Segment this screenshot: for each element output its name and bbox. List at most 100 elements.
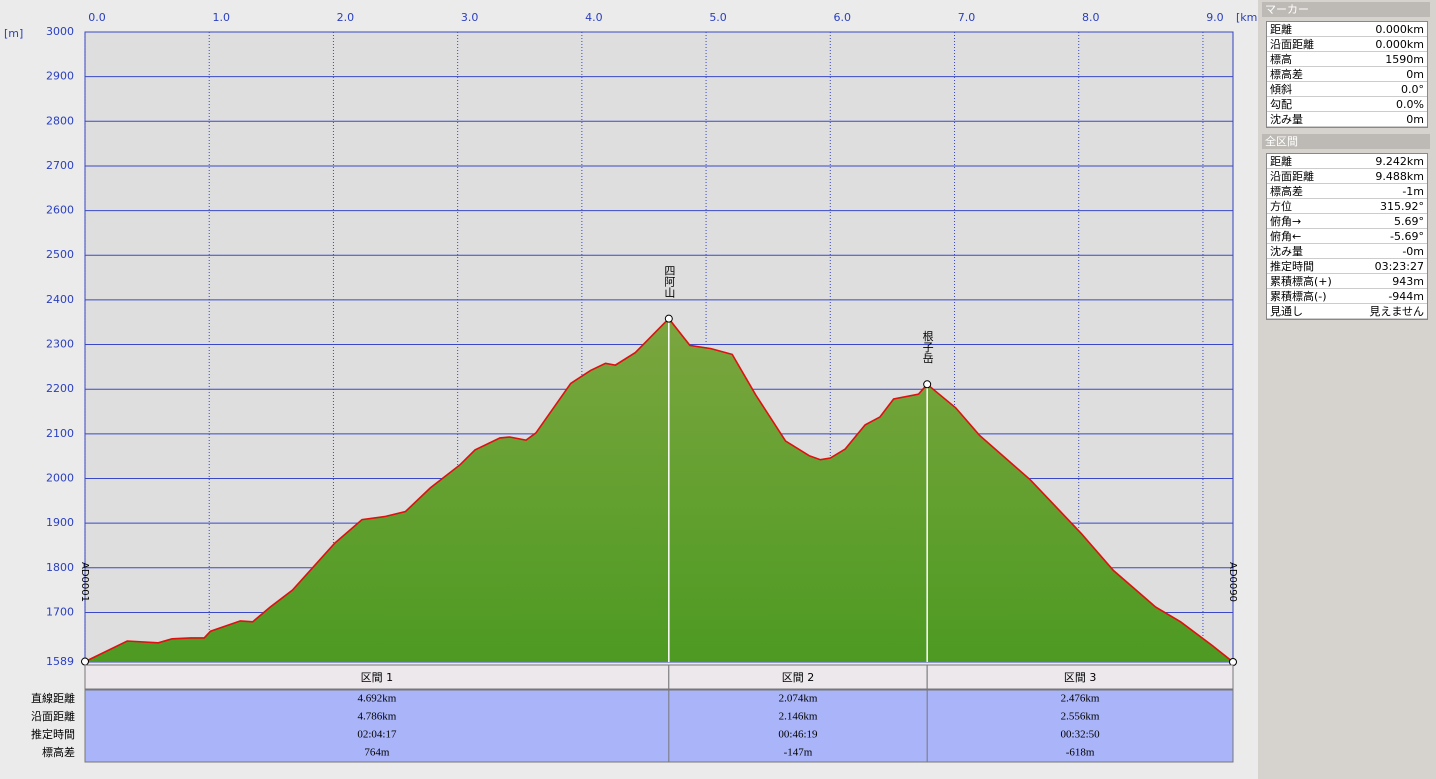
panel-label: 勾配 bbox=[1270, 98, 1292, 111]
panel-label: 方位 bbox=[1270, 200, 1292, 213]
section-value: 2.074km bbox=[779, 693, 818, 705]
x-tick-label: 1.0 bbox=[212, 11, 230, 24]
panel-value: 5.69° bbox=[1394, 215, 1424, 228]
panel-row: 見通し 見えません bbox=[1267, 304, 1427, 319]
waypoint bbox=[81, 657, 89, 666]
x-tick-label: 5.0 bbox=[709, 11, 727, 24]
y-tick-label: 2800 bbox=[46, 114, 74, 127]
x-tick-label: 7.0 bbox=[958, 11, 976, 24]
panel-label: 沿面距離 bbox=[1270, 38, 1314, 51]
x-tick-label: 3.0 bbox=[461, 11, 479, 24]
panel-value: 03:23:27 bbox=[1374, 260, 1424, 273]
x-unit: [km] bbox=[1236, 11, 1258, 24]
section-header-cell bbox=[926, 664, 1234, 690]
panel-label: 標高差 bbox=[1270, 68, 1303, 81]
panel-row: 標高差 -1m bbox=[1267, 184, 1427, 199]
panel-title: マーカー bbox=[1262, 2, 1430, 17]
section-value: 00:46:19 bbox=[778, 729, 818, 741]
y-tick-label: 1900 bbox=[46, 516, 74, 529]
waypoint bbox=[1229, 658, 1237, 666]
panel-value: 見えません bbox=[1369, 305, 1424, 318]
section-header: 区間 1 bbox=[361, 671, 394, 684]
panel-label: 沈み量 bbox=[1270, 245, 1303, 258]
section-value: 00:32:50 bbox=[1061, 729, 1101, 741]
panel-label: 累積標高(-) bbox=[1270, 290, 1327, 303]
panel-value: 0.0% bbox=[1396, 98, 1424, 111]
panel-label: 傾斜 bbox=[1270, 83, 1292, 96]
section-table bbox=[84, 689, 1234, 763]
x-tick-label: 2.0 bbox=[337, 11, 355, 24]
section-value: -147m bbox=[784, 747, 813, 759]
panel-row: 傾斜 0.0° bbox=[1267, 82, 1427, 97]
panel-row: 方位 315.92° bbox=[1267, 199, 1427, 214]
panel-row: 累積標高(-) -944m bbox=[1267, 289, 1427, 304]
panel-value: -1m bbox=[1402, 185, 1424, 198]
section-header: 区間 2 bbox=[782, 671, 815, 684]
panel-value: -0m bbox=[1402, 245, 1424, 258]
y-tick-label: 2000 bbox=[46, 471, 74, 484]
section-value: 4.692km bbox=[358, 693, 397, 705]
panel-row: 沿面距離 0.000km bbox=[1267, 37, 1427, 52]
y-tick-label: 2300 bbox=[46, 338, 74, 351]
panel-value: 0.0° bbox=[1401, 83, 1424, 96]
panel-row: 推定時間 03:23:27 bbox=[1267, 259, 1427, 274]
x-tick-label: 9.0 bbox=[1206, 11, 1224, 24]
x-tick-label: 0.0 bbox=[88, 11, 106, 24]
waypoint bbox=[923, 380, 932, 389]
panel-row: 距離 9.242km bbox=[1267, 154, 1427, 169]
waypoint bbox=[664, 314, 673, 323]
y-tick-label: 2700 bbox=[46, 159, 74, 172]
section-value: 4.786km bbox=[358, 711, 397, 723]
panel-title: 全区間 bbox=[1262, 134, 1430, 149]
panel-label: 累積標高(+) bbox=[1270, 275, 1332, 288]
panel-rows: 距離 0.000km 沿面距離 0.000km 標高 1590m 標高差 0m 傾斜 0.0° 勾配… bbox=[1266, 21, 1428, 128]
panel-value: -944m bbox=[1388, 290, 1424, 303]
panel-label: 沈み量 bbox=[1270, 113, 1303, 126]
panel-value: 1590m bbox=[1385, 53, 1424, 66]
panel-value: 315.92° bbox=[1380, 200, 1424, 213]
profile-line bbox=[84, 317, 1234, 663]
row-label: 直線距離 bbox=[31, 691, 75, 705]
panel-row: 勾配 0.0% bbox=[1267, 97, 1427, 112]
marker-panel: マーカー 距離 0.000km 沿面距離 0.000km 標高 1590m 標高差 0m 傾斜 0… bbox=[1262, 2, 1430, 128]
panel-label: 距離 bbox=[1270, 23, 1292, 36]
waypoint-label: 四阿山 bbox=[663, 265, 676, 298]
panel-value: 0m bbox=[1406, 68, 1424, 81]
panel-label: 見通し bbox=[1270, 305, 1303, 318]
y-tick-label: 2100 bbox=[46, 427, 74, 440]
y-tick-label: 1589 bbox=[46, 655, 74, 668]
panel-label: 距離 bbox=[1270, 155, 1292, 168]
panel-row: 沿面距離 9.488km bbox=[1267, 169, 1427, 184]
panel-value: 943m bbox=[1392, 275, 1424, 288]
panel-value: 0.000km bbox=[1375, 38, 1424, 51]
row-label: 沿面距離 bbox=[31, 709, 75, 723]
panel-label: 推定時間 bbox=[1270, 260, 1314, 273]
y-tick-label: 3000 bbox=[46, 25, 74, 38]
y-tick-label: 1700 bbox=[46, 605, 74, 618]
y-tick-label: 1800 bbox=[46, 561, 74, 574]
y-tick-label: 2400 bbox=[46, 293, 74, 306]
x-tick-label: 8.0 bbox=[1082, 11, 1100, 24]
section-value: 764m bbox=[364, 747, 390, 759]
y-tick-label: 2500 bbox=[46, 248, 74, 261]
row-label: 標高差 bbox=[42, 745, 75, 759]
panel-row: 累積標高(+) 943m bbox=[1267, 274, 1427, 289]
panel-value: 9.242km bbox=[1375, 155, 1424, 168]
area-fill bbox=[85, 318, 1233, 662]
panel-row: 標高差 0m bbox=[1267, 67, 1427, 82]
panel-label: 標高差 bbox=[1270, 185, 1303, 198]
panel-label: 俯角→ bbox=[1270, 215, 1302, 228]
y-tick-label: 2200 bbox=[46, 382, 74, 395]
panel-value: 0.000km bbox=[1375, 23, 1424, 36]
section-value: 2.146km bbox=[779, 711, 818, 723]
y-tick-label: 2900 bbox=[46, 70, 74, 83]
panel-row: 沈み量 -0m bbox=[1267, 244, 1427, 259]
section-header-cell bbox=[668, 664, 928, 690]
section-value: 2.476km bbox=[1061, 693, 1100, 705]
row-label: 推定時間 bbox=[31, 727, 75, 741]
section-header-cell bbox=[84, 664, 670, 690]
panel-value: 0m bbox=[1406, 113, 1424, 126]
profile-view: [m] [km] 1589 1700 1800 1900 2000 2100 2200 230… bbox=[0, 0, 1258, 779]
x-tick-label: 4.0 bbox=[585, 11, 603, 24]
panel-label: 俯角← bbox=[1270, 230, 1302, 243]
